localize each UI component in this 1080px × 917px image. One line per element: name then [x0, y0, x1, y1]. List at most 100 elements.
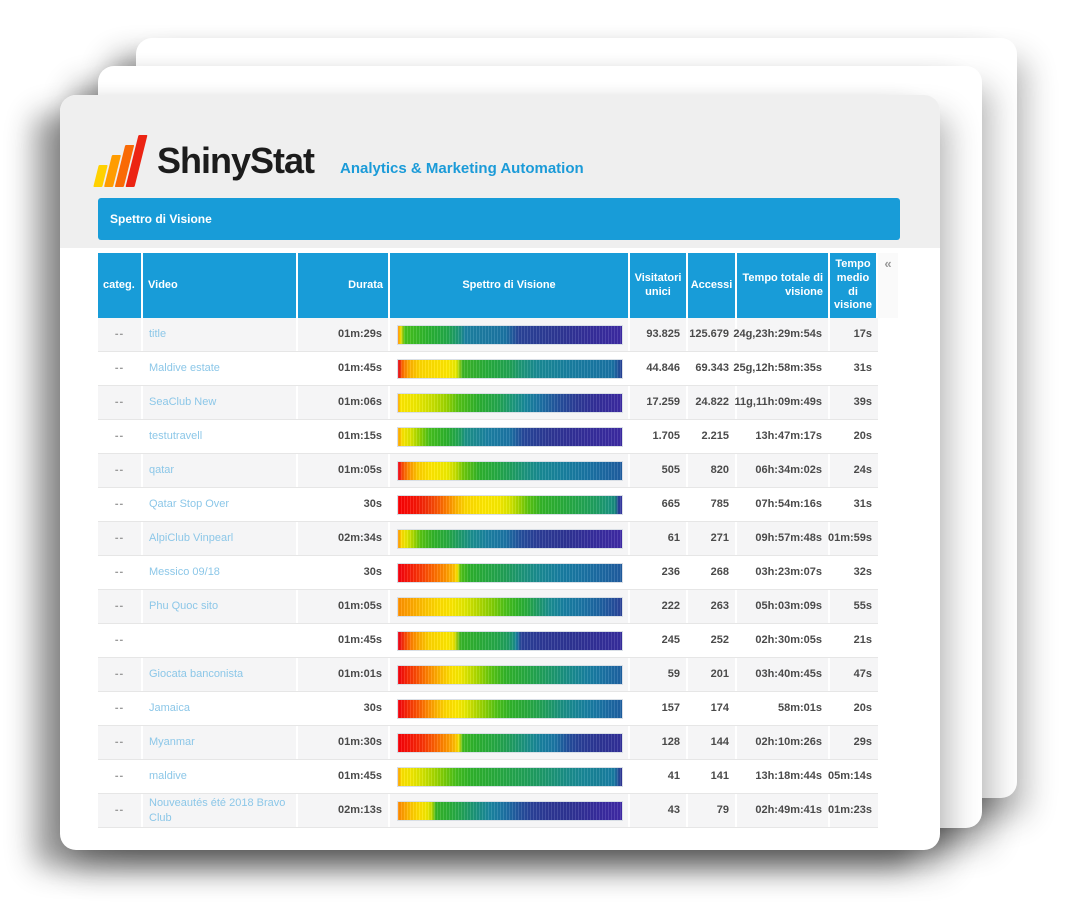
video-link[interactable]: maldive: [143, 760, 298, 793]
avg-view-time-cell: 55s: [853, 600, 872, 613]
duration-cell: 01m:15s: [298, 420, 390, 453]
table-header-row: categ. Video Durata Spettro di Visione V…: [98, 253, 898, 318]
category-cell: --: [98, 590, 143, 623]
vision-spectrum-bar: [397, 766, 623, 787]
accesses-cell: 69.343: [688, 352, 737, 385]
accesses-cell: 2.215: [688, 420, 737, 453]
total-view-time-cell: 03h:23m:07s: [737, 556, 830, 589]
unique-visitors-cell: 93.825: [630, 318, 688, 351]
table-row: -- testutravell 01m:15s 1.705 2.215 13h:…: [98, 420, 878, 454]
vision-spectrum-bar: [397, 800, 623, 821]
header-durata: Durata: [298, 253, 390, 318]
avg-view-time-cell: 31s: [853, 498, 872, 511]
table-row: -- Giocata banconista 01m:01s 59 201 03h…: [98, 658, 878, 692]
duration-cell: 01m:45s: [298, 760, 390, 793]
unique-visitors-cell: 245: [630, 624, 688, 657]
vision-spectrum-bar: [397, 358, 623, 379]
video-link[interactable]: Phu Quoc sito: [143, 590, 298, 623]
header-spettro: Spettro di Visione: [390, 253, 630, 318]
spectrum-cell: [390, 352, 630, 385]
video-link[interactable]: testutravell: [143, 420, 298, 453]
avg-view-time-cell: 32s: [853, 566, 872, 579]
brand-subtitle: Analytics & Marketing Automation: [340, 159, 584, 177]
vision-spectrum-bar: [397, 460, 623, 481]
duration-cell: 01m:29s: [298, 318, 390, 351]
video-link[interactable]: Jamaica: [143, 692, 298, 725]
duration-cell: 01m:06s: [298, 386, 390, 419]
unique-visitors-cell: 41: [630, 760, 688, 793]
table-row: -- Messico 09/18 30s 236 268 03h:23m:07s…: [98, 556, 878, 590]
video-link[interactable]: title: [143, 318, 298, 351]
video-link[interactable]: Maldive estate: [143, 352, 298, 385]
collapse-columns-button[interactable]: «: [878, 253, 898, 318]
header-tempo-totale: Tempo totale di visione: [737, 253, 830, 318]
vision-spectrum-bar: [397, 664, 623, 685]
spectrum-cell: [390, 420, 630, 453]
duration-cell: 02m:34s: [298, 522, 390, 555]
avg-view-time-cell: 20s: [853, 702, 872, 715]
table-row: -- title 01m:29s 93.825 125.679 24g,23h:…: [98, 318, 878, 352]
unique-visitors-cell: 236: [630, 556, 688, 589]
total-view-time-cell: 13h:47m:17s: [737, 420, 830, 453]
video-link[interactable]: AlpiClub Vinpearl: [143, 522, 298, 555]
table-body: -- title 01m:29s 93.825 125.679 24g,23h:…: [98, 318, 878, 828]
duration-cell: 30s: [298, 556, 390, 589]
duration-cell: 01m:45s: [298, 624, 390, 657]
total-view-time-cell: 25g,12h:58m:35s: [733, 352, 830, 385]
spectrum-cell: [390, 488, 630, 521]
spectrum-cell: [390, 760, 630, 793]
video-link[interactable]: Nouveautés été 2018 Bravo Club: [143, 794, 298, 827]
vision-spectrum-bar: [397, 562, 623, 583]
vision-spectrum-table: categ. Video Durata Spettro di Visione V…: [98, 253, 898, 828]
table-row: -- Myanmar 01m:30s 128 144 02h:10m:26s 2…: [98, 726, 878, 760]
total-view-time-cell: 11g,11h:09m:49s: [735, 386, 830, 419]
shinystat-bars-logo-icon: [93, 135, 148, 187]
duration-cell: 30s: [298, 692, 390, 725]
unique-visitors-cell: 222: [630, 590, 688, 623]
spectrum-cell: [390, 386, 630, 419]
app-header: ShinyStat Analytics & Marketing Automati…: [60, 95, 940, 248]
video-link[interactable]: Myanmar: [143, 726, 298, 759]
video-link[interactable]: Giocata banconista: [143, 658, 298, 691]
spectrum-cell: [390, 522, 630, 555]
total-view-time-cell: 13h:18m:44s: [737, 760, 830, 793]
category-cell: --: [98, 386, 143, 419]
accesses-cell: 201: [688, 658, 737, 691]
unique-visitors-cell: 43: [630, 794, 688, 827]
duration-cell: 02m:13s: [298, 794, 390, 827]
accesses-cell: 268: [688, 556, 737, 589]
category-cell: --: [98, 454, 143, 487]
spectrum-cell: [390, 318, 630, 351]
duration-cell: 01m:45s: [298, 352, 390, 385]
spectrum-cell: [390, 794, 630, 827]
accesses-cell: 252: [688, 624, 737, 657]
unique-visitors-cell: 17.259: [630, 386, 688, 419]
avg-view-time-cell: 31s: [853, 362, 872, 375]
spectrum-cell: [390, 454, 630, 487]
avg-view-time-cell: 01m:23s: [827, 804, 872, 817]
table-row: -- qatar 01m:05s 505 820 06h:34m:02s 24s: [98, 454, 878, 488]
video-link[interactable]: Messico 09/18: [143, 556, 298, 589]
avg-view-time-cell: 29s: [853, 736, 872, 749]
header-categ: categ.: [98, 253, 143, 318]
vision-spectrum-bar: [397, 528, 623, 549]
video-link[interactable]: qatar: [143, 454, 298, 487]
brand-title: ShinyStat: [157, 140, 315, 181]
total-view-time-cell: 09h:57m:48s: [737, 522, 830, 555]
table-row: -- SeaClub New 01m:06s 17.259 24.822 11g…: [98, 386, 878, 420]
category-cell: --: [98, 658, 143, 691]
video-link[interactable]: SeaClub New: [143, 386, 298, 419]
category-cell: --: [98, 522, 143, 555]
avg-view-time-cell: 17s: [853, 328, 872, 341]
accesses-cell: 820: [688, 454, 737, 487]
video-link[interactable]: Qatar Stop Over: [143, 488, 298, 521]
spectrum-cell: [390, 590, 630, 623]
accesses-cell: 144: [688, 726, 737, 759]
duration-cell: 01m:01s: [298, 658, 390, 691]
total-view-time-cell: 06h:34m:02s: [737, 454, 830, 487]
header-accessi: Accessi: [688, 253, 737, 318]
table-row: -- Phu Quoc sito 01m:05s 222 263 05h:03m…: [98, 590, 878, 624]
video-link[interactable]: [143, 624, 298, 657]
spectrum-cell: [390, 624, 630, 657]
vision-spectrum-bar: [397, 324, 623, 345]
